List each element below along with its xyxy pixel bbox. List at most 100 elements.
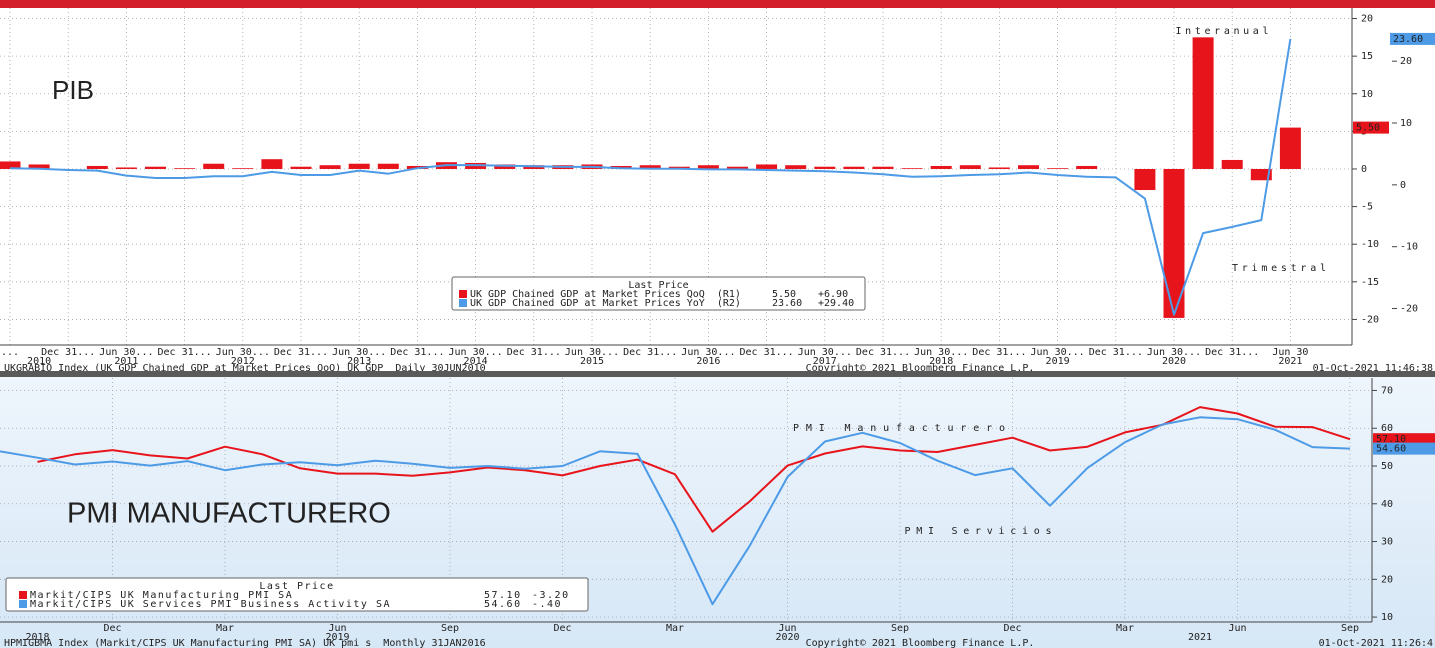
y2-tick-label: 20 [1400,56,1412,67]
bar [86,165,108,169]
x-year-label: 2019 [325,632,349,643]
legend-title: Last Price [628,280,688,291]
y2-tick-label: 10 [1400,118,1412,129]
last-value-tag [1373,433,1435,446]
x-tick-label: Jun [1228,623,1246,634]
x-tick-label: Jun 30... [99,347,153,358]
last-value-tag [1373,442,1435,455]
last-value-label: 54.60 [1376,444,1406,455]
bar [1279,127,1301,169]
y-tick-label: 0 [1361,164,1367,175]
footer-left: UKGRABIO Index (UK GDP Chained GDP at Ma… [4,363,486,374]
bar [145,166,166,169]
bar [377,163,399,169]
bar [232,168,254,169]
bar [174,168,196,169]
last-value-label: 23.60 [1393,34,1423,45]
last-value-label: 57.10 [1376,434,1406,445]
bar [1221,159,1243,169]
x-year-label: 2018 [25,632,49,643]
x-tick-label: Jun 30... [332,347,386,358]
x-year-label: 2011 [114,356,138,367]
y-tick-label: 40 [1381,499,1393,510]
line-series [0,416,1351,606]
footer-right: 01-Oct-2021 11:26:4 [1319,638,1433,648]
x-year-label: 2019 [1046,356,1070,367]
top-band [0,0,1435,8]
bar [203,163,225,169]
x-tick-label: Dec 31... [972,347,1026,358]
bar [814,166,836,169]
x-tick-label: Jun 30... [798,347,852,358]
x-tick-label: Dec [1003,623,1021,634]
x-tick-label: Jun [328,623,346,634]
y2-tick-label: -10 [1400,242,1418,253]
last-value-label: 5.50 [1356,123,1380,134]
bar [697,165,719,169]
footer-center: Copyright© 2021 Bloomberg Finance L.P. [806,363,1035,374]
y2-tick-label: 0 [1400,180,1406,191]
legend-swatch [19,591,27,599]
y-tick-label: 30 [1381,537,1393,548]
x-tick-label: Dec 31... [1205,347,1259,358]
x-year-label: 2014 [464,356,488,367]
x-tick-label: Dec 31... [274,347,328,358]
bar [727,166,748,169]
x-tick-label: Sep [891,623,909,634]
x-tick-label: Mar [666,623,684,634]
x-tick-label: Dec 31... [41,347,95,358]
x-tick-label: Dec 31... [1089,347,1143,358]
y-tick-label: 60 [1381,423,1393,434]
legend-last: 5.50 [772,289,796,300]
chart-background [0,8,1435,371]
legend-title: Last Price [259,581,334,592]
bar [348,163,370,169]
legend-label: UK GDP Chained GDP at Market Prices QoQ … [470,289,741,300]
y-tick-label: 10 [1381,612,1393,623]
legend-box [451,276,866,311]
bar [290,166,312,169]
x-year-label: 2012 [231,356,255,367]
bar [28,164,50,169]
bar [872,166,894,169]
x-tick-label: ... [1,347,19,358]
x-tick-label: Jun 30... [216,347,270,358]
bar [1047,168,1069,169]
last-value-tag [1353,121,1389,134]
bar [494,164,516,169]
bar [756,164,778,169]
legend-swatch [459,299,467,307]
x-tick-label: Mar [1116,623,1134,634]
y-tick-label: 50 [1381,461,1393,472]
x-tick-label: Jun [778,623,796,634]
line-series [9,38,1292,316]
bar [1134,168,1156,191]
footer-right: 01-Oct-2021 11:46:38 [1313,363,1433,374]
bar [843,166,865,169]
y-tick-label: -10 [1361,239,1379,250]
x-year-label: 2010 [27,356,51,367]
x-tick-label: Jun 30... [1031,347,1085,358]
legend-change: +29.40 [818,298,854,309]
x-tick-label: Mar [216,623,234,634]
legend-label: Markit/CIPS UK Manufacturing PMI SA [30,590,293,601]
bar [639,165,661,169]
bar [1250,168,1272,181]
bar [1163,168,1185,318]
y-tick-label: 15 [1361,51,1373,62]
bar [1192,37,1214,169]
bar [0,161,21,169]
x-tick-label: Jun 30... [1147,347,1201,358]
x-tick-label: Dec 31... [856,347,910,358]
y-tick-label: -20 [1361,314,1379,325]
legend-swatch [459,290,467,298]
x-year-label: 2020 [1162,356,1186,367]
bar [959,165,981,169]
x-year-label: 2016 [696,356,720,367]
bar [1018,165,1039,169]
x-year-label: 2021 [1188,632,1212,643]
footer-left: HPMIGBMA Index (Markit/CIPS UK Manufactu… [4,638,486,648]
bar [988,167,1010,169]
legend-last: 54.60 [484,599,522,610]
